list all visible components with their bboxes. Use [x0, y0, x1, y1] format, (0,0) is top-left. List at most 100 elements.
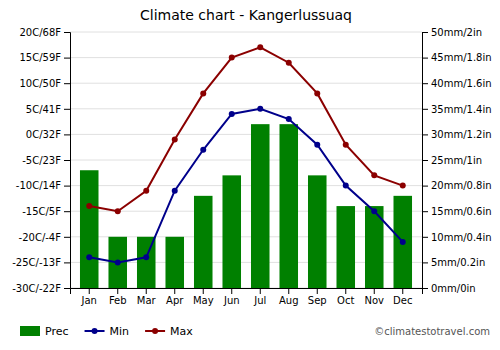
tick-label: 30mm/1.2in [431, 129, 492, 140]
tick-label: Sep [308, 295, 327, 306]
grid-line [70, 57, 422, 58]
plot: JanFebMarAprMayJunJulAugSepOctNovDec-30C… [12, 27, 491, 306]
tick: 15C/59F [19, 52, 70, 63]
tick-label: 15mm/0.6in [431, 206, 492, 217]
title: Climate chart - Kangerlussuaq [140, 7, 352, 23]
marker [86, 254, 92, 260]
marker [200, 90, 206, 96]
tick-mark [64, 134, 70, 135]
marker [115, 259, 121, 265]
marker [257, 106, 263, 112]
bar [80, 170, 99, 288]
tick-mark [422, 237, 428, 238]
axis-domain [423, 33, 429, 289]
marker [115, 208, 121, 214]
tick-mark [374, 288, 375, 294]
tick-mark [422, 109, 428, 110]
tick-mark [422, 134, 428, 135]
axis-domain [71, 289, 423, 295]
marker [229, 55, 235, 61]
tick-mark [422, 288, 428, 289]
tick-mark [117, 288, 118, 294]
marker [343, 183, 349, 189]
tick-label: 40mm/1.6in [431, 78, 492, 89]
tick-label: 0mm/0in [431, 283, 476, 294]
tick-label: Feb [109, 295, 127, 306]
tick-mark [345, 288, 346, 294]
marker [143, 188, 149, 194]
tick-mark [422, 32, 428, 33]
tick-mark [260, 288, 261, 294]
axis: 0mm/0in5mm/0.2in10mm/0.4in15mm/0.6in20mm… [422, 27, 492, 294]
tick: 5mm/0.2in [422, 257, 485, 268]
bar [393, 196, 412, 288]
chart: JanFebMarAprMayJunJulAugSepOctNovDec-30C… [0, 0, 500, 350]
tick: May [193, 288, 214, 306]
x-axis: JanFebMarAprMayJunJulAugSepOctNovDec [71, 288, 423, 306]
marker [286, 60, 292, 66]
marker [400, 183, 406, 189]
tick: 0mm/0in [422, 283, 476, 294]
tick-mark [203, 288, 204, 294]
tick-mark [174, 288, 175, 294]
tick-label: Jan [81, 295, 97, 306]
marker [200, 147, 206, 153]
tick-label: 5mm/0.2in [431, 257, 485, 268]
grid-line [70, 160, 422, 161]
tick-label: -25C/-13F [12, 257, 61, 268]
tick-label: 20C/68F [19, 27, 61, 38]
grid-line [70, 185, 422, 186]
tick-mark [64, 237, 70, 238]
tick: Aug [279, 288, 299, 306]
tick-label: Oct [337, 295, 354, 306]
tick: 35mm/1.4in [422, 104, 492, 115]
tick-mark [64, 288, 70, 289]
grid-line [70, 32, 422, 33]
tick-label: 5C/41F [26, 104, 61, 115]
tick-label: Apr [166, 295, 184, 306]
tick: 5C/41F [26, 104, 70, 115]
line [89, 47, 403, 211]
marker [257, 44, 263, 50]
tick: 20mm/0.8in [422, 180, 492, 191]
tick-mark [89, 288, 90, 294]
tick: -20C/-4F [19, 232, 70, 243]
tick-mark [422, 186, 428, 187]
tick: -15C/5F [22, 206, 70, 217]
tick-mark [231, 288, 232, 294]
tick-mark [64, 109, 70, 110]
legend-marker [92, 328, 98, 334]
tick: Apr [166, 288, 184, 306]
tick-label: 25mm/1in [431, 155, 482, 166]
tick-label: Mar [137, 295, 157, 306]
tick: -25C/-13F [12, 257, 70, 268]
grid-line [70, 108, 422, 109]
tick-label: 20mm/0.8in [431, 180, 492, 191]
legend: Prec Min Max [20, 325, 193, 338]
legend-item: Max [145, 325, 193, 338]
tick-mark [64, 32, 70, 33]
bar [108, 237, 127, 288]
tick: Mar [137, 288, 157, 306]
tick: -5C/23F [22, 155, 70, 166]
tick: Jun [223, 288, 240, 306]
marker [371, 172, 377, 178]
legend-label: Prec [45, 325, 69, 338]
tick-mark [422, 58, 428, 59]
tick-mark [288, 288, 289, 294]
axis: -30C/-22F-25C/-13F-20C/-4F-15C/5F-10C/14… [12, 27, 70, 294]
tick: 25mm/1in [422, 155, 482, 166]
tick-mark [146, 288, 147, 294]
tick-label: 50mm/2in [431, 27, 482, 38]
tick-label: -20C/-4F [19, 232, 62, 243]
legend-item: Min [85, 325, 130, 338]
tick: Feb [109, 288, 127, 306]
tick-label: -15C/5F [22, 206, 61, 217]
tick-label: 10C/50F [19, 78, 61, 89]
tick: 30mm/1.2in [422, 129, 492, 140]
bar [251, 124, 270, 288]
tick: Jan [81, 288, 97, 306]
tick-mark [64, 83, 70, 84]
legend-label: Max [170, 325, 193, 338]
tick: -30C/-22F [12, 283, 70, 294]
